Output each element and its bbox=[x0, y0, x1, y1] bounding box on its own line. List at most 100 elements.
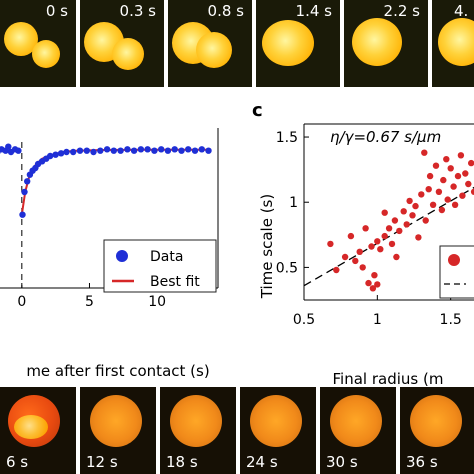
data-point bbox=[462, 170, 469, 177]
bottom-frame-2: 18 s bbox=[160, 387, 236, 474]
data-point bbox=[117, 147, 124, 154]
legend-fit-label: Best fit bbox=[150, 274, 200, 290]
panel-c-chart: c Time scale (s) 0.5 1 1.5 0.5 1 1.5 η/γ=0.67… bbox=[252, 100, 474, 388]
frame-time-label: 18 s bbox=[166, 453, 198, 471]
y-tick-label: 1 bbox=[289, 195, 298, 211]
x-tick-label: 5 bbox=[85, 294, 94, 310]
droplet bbox=[250, 395, 302, 447]
droplet bbox=[262, 20, 314, 66]
data-point bbox=[421, 149, 428, 156]
data-point bbox=[63, 148, 70, 156]
frame-time-label: 0 s bbox=[45, 2, 68, 20]
top-frame-2: 0.3 s bbox=[80, 0, 164, 87]
data-point bbox=[24, 178, 31, 185]
data-point bbox=[198, 146, 205, 153]
bottom-frame-4: 30 s bbox=[320, 387, 396, 474]
data-point bbox=[459, 192, 466, 199]
droplet bbox=[410, 395, 462, 447]
data-point bbox=[443, 156, 450, 163]
droplet bbox=[112, 38, 144, 70]
data-point bbox=[418, 191, 425, 198]
data-point bbox=[444, 196, 451, 203]
top-frame-5: 2.2 s bbox=[344, 0, 428, 87]
data-point bbox=[185, 146, 192, 153]
data-point bbox=[377, 246, 384, 253]
panel-c-axes: 0.5 1 1.5 0.5 1 1.5 bbox=[276, 123, 474, 328]
data-point bbox=[385, 225, 393, 232]
data-point bbox=[347, 232, 355, 240]
frame-time-label: 2.2 s bbox=[383, 2, 420, 20]
data-point bbox=[359, 264, 366, 271]
data-point bbox=[409, 212, 416, 219]
linear-fit-line bbox=[303, 186, 474, 287]
frame-time-label: 24 s bbox=[246, 453, 278, 471]
data-point bbox=[110, 147, 118, 154]
data-point bbox=[425, 186, 432, 193]
data-point bbox=[83, 147, 91, 154]
frame-time-label: 12 s bbox=[86, 453, 118, 471]
data-point bbox=[151, 147, 158, 154]
panel-c-data-points bbox=[327, 149, 474, 292]
frame-time-label: 30 s bbox=[326, 453, 358, 471]
data-point bbox=[374, 281, 381, 288]
data-point bbox=[426, 172, 434, 180]
droplet bbox=[170, 395, 222, 447]
data-point bbox=[415, 234, 422, 241]
data-point bbox=[103, 146, 111, 153]
data-point bbox=[362, 225, 369, 232]
data-point bbox=[454, 172, 462, 180]
data-point bbox=[374, 238, 381, 245]
data-point bbox=[403, 221, 410, 228]
droplet-inclusion bbox=[14, 415, 48, 439]
best-fit-curve bbox=[20, 148, 212, 215]
data-point bbox=[130, 147, 138, 154]
data-point bbox=[457, 152, 465, 159]
x-tick-label: 0.5 bbox=[293, 312, 315, 328]
data-point bbox=[137, 146, 145, 153]
bottom-image-strip: 6 s 12 s 18 s 24 s 30 s 36 s bbox=[0, 387, 474, 474]
data-point bbox=[171, 146, 178, 153]
x-tick-label: 1.5 bbox=[440, 312, 462, 328]
data-point bbox=[205, 147, 212, 154]
frame-time-label: 36 s bbox=[406, 453, 438, 471]
legend-box bbox=[439, 245, 474, 299]
data-point bbox=[47, 152, 54, 160]
data-point bbox=[368, 243, 375, 250]
x-tick-label: 1 bbox=[373, 312, 382, 328]
data-point bbox=[365, 279, 372, 287]
data-point bbox=[429, 201, 437, 208]
top-frame-1: 0 s bbox=[0, 0, 76, 87]
data-point bbox=[412, 202, 419, 210]
data-point bbox=[393, 253, 400, 261]
frame-time-label: 6 s bbox=[6, 453, 29, 471]
top-frame-3: 0.8 s bbox=[168, 0, 252, 87]
data-point bbox=[19, 211, 26, 218]
data-point bbox=[470, 188, 474, 195]
legend-data-marker bbox=[116, 250, 128, 262]
x-tick-label: 10 bbox=[148, 294, 166, 310]
data-point bbox=[191, 147, 199, 154]
data-point bbox=[465, 180, 472, 188]
data-point bbox=[144, 146, 151, 153]
data-point bbox=[21, 188, 28, 196]
data-point bbox=[432, 162, 440, 169]
droplet bbox=[90, 395, 142, 447]
data-point bbox=[57, 150, 65, 157]
frame-time-label: 0.3 s bbox=[119, 2, 156, 20]
panel-b-chart: 0 5 10 Data Best fit me after first contac… bbox=[0, 128, 219, 380]
droplet bbox=[352, 18, 402, 66]
droplet bbox=[330, 395, 382, 447]
y-tick-label: 1.5 bbox=[276, 130, 298, 146]
data-point bbox=[381, 209, 388, 216]
panel-c-xlabel: Final radius (m bbox=[333, 370, 444, 388]
bottom-frame-5: 36 s bbox=[400, 387, 474, 474]
data-point bbox=[158, 146, 165, 153]
data-point bbox=[468, 159, 474, 167]
data-point bbox=[124, 146, 131, 153]
frame-time-label: 0.8 s bbox=[207, 2, 244, 20]
droplet bbox=[438, 18, 474, 66]
data-point bbox=[352, 257, 359, 265]
panel-c-fit-line bbox=[303, 186, 474, 287]
data-point bbox=[447, 165, 454, 172]
data-point bbox=[70, 148, 77, 156]
